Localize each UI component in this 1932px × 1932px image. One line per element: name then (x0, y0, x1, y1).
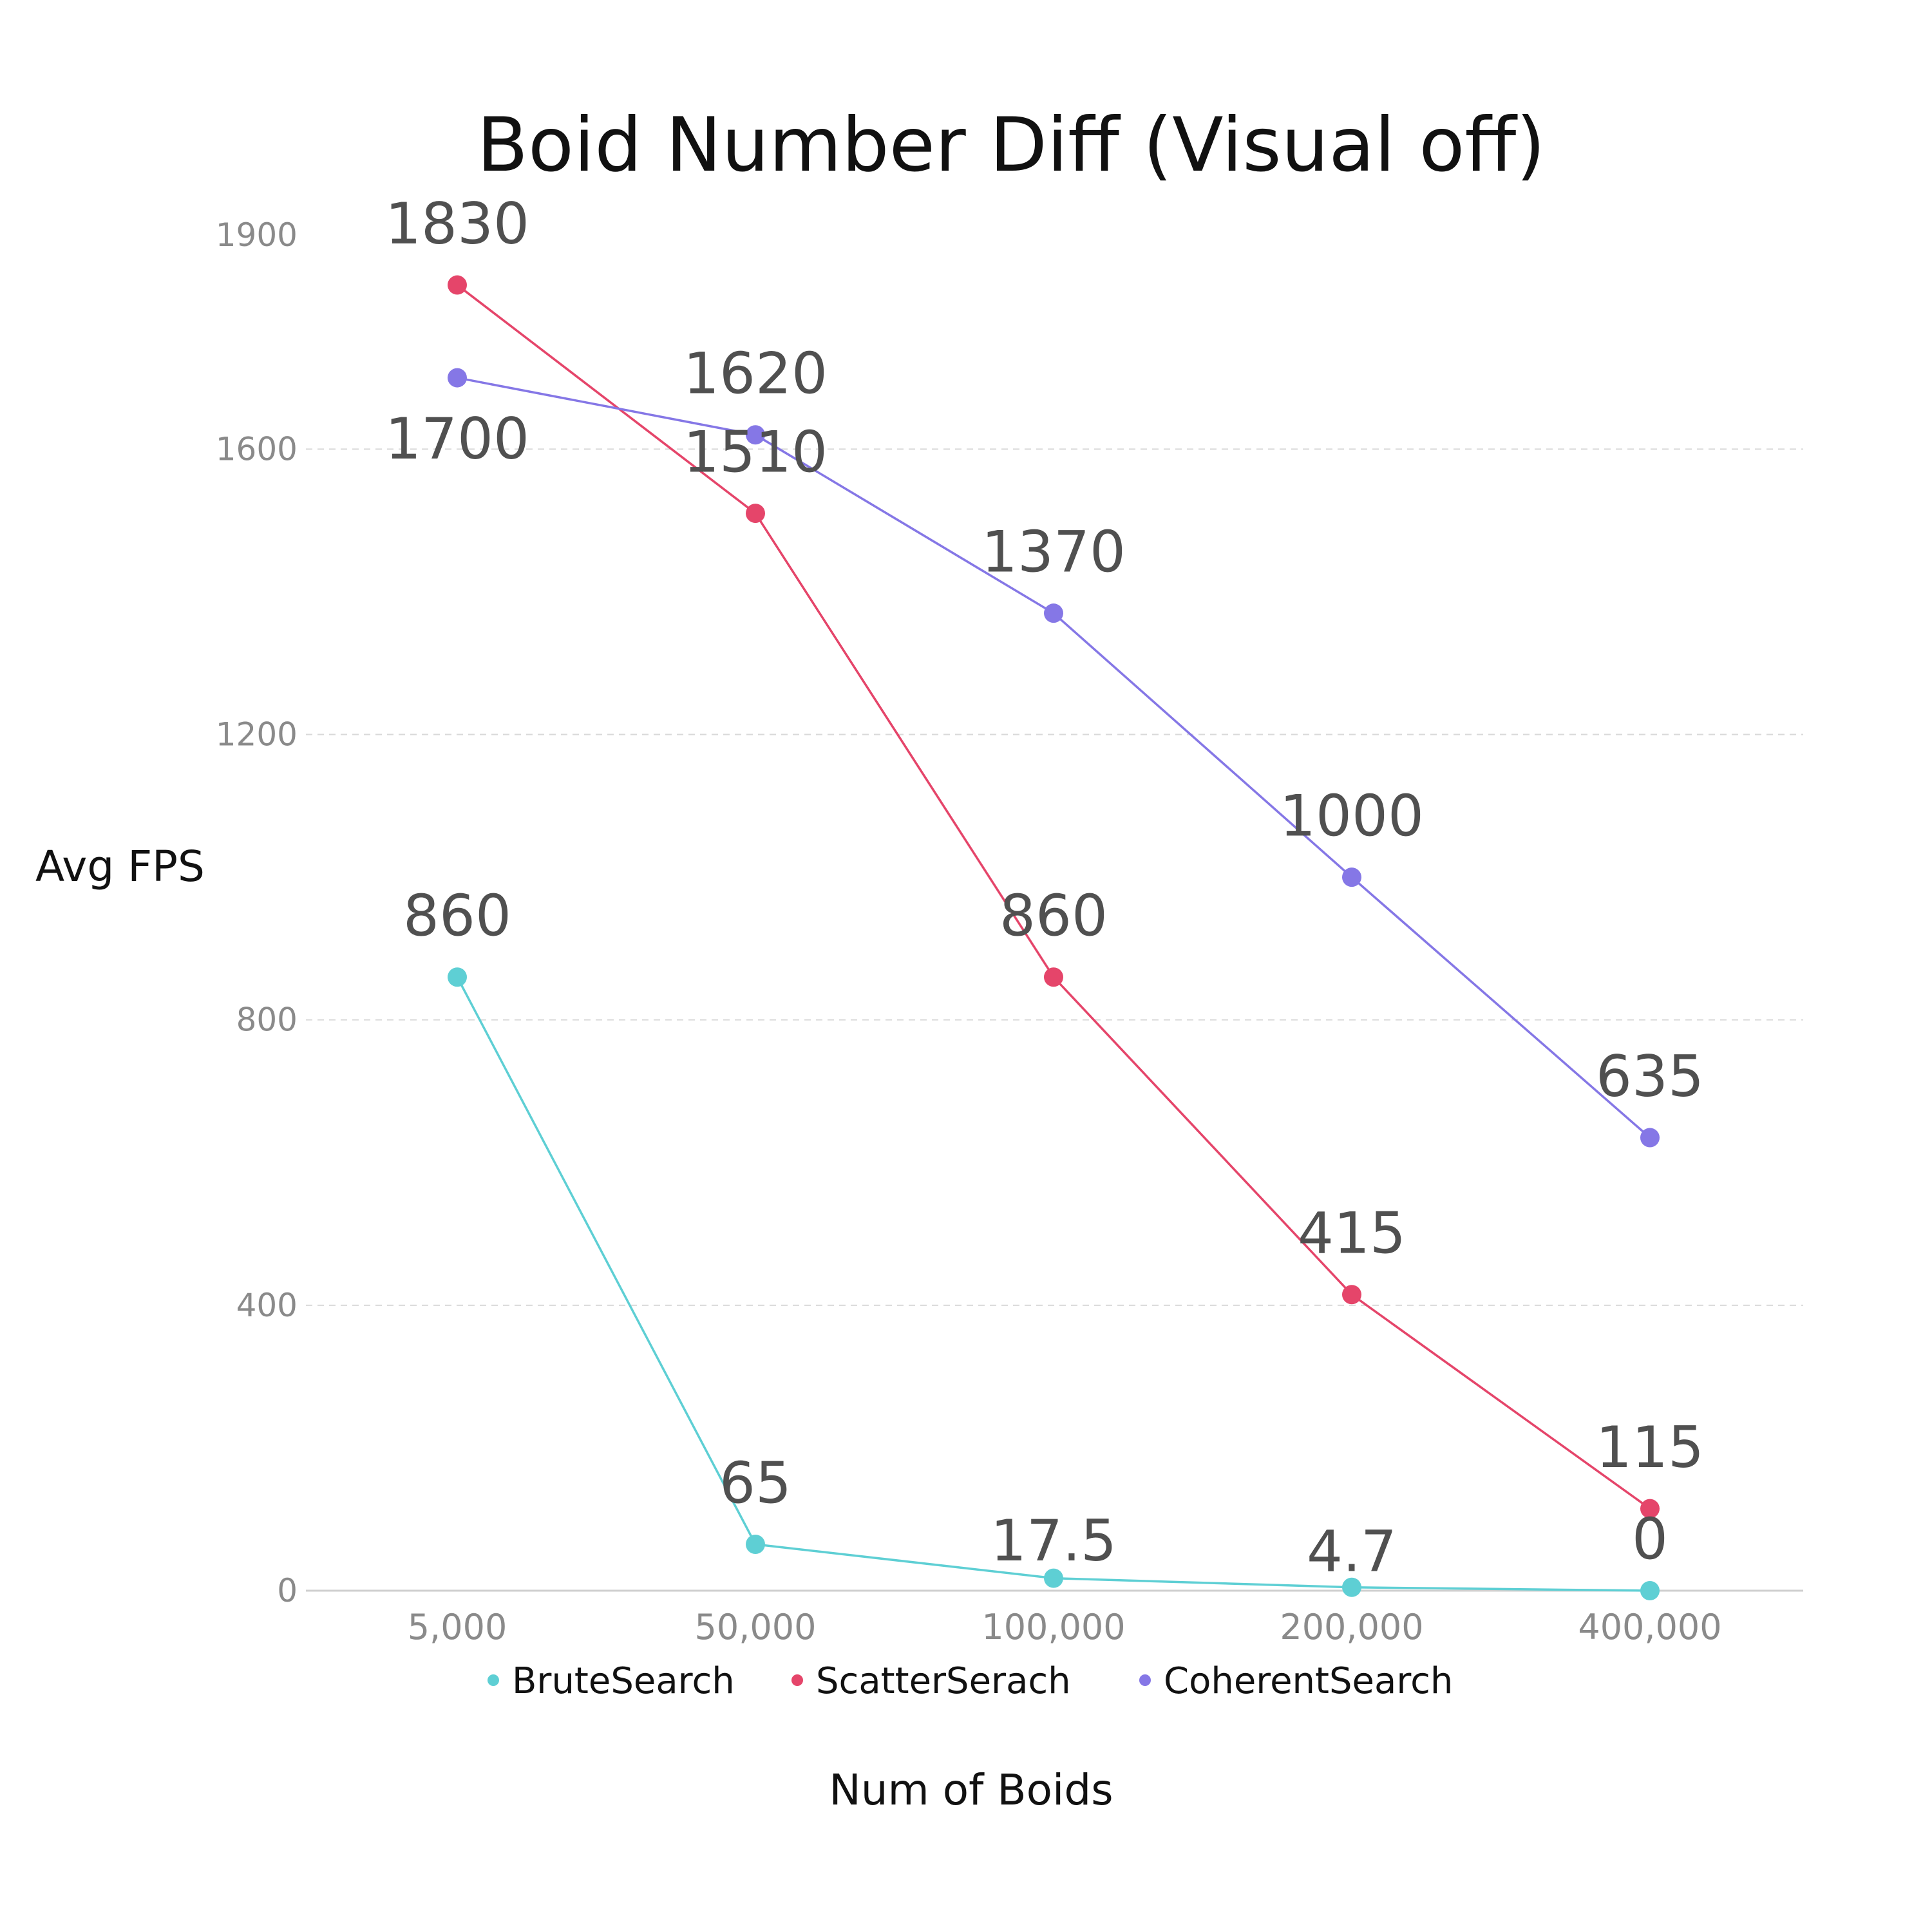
data-label: 1370 (981, 519, 1126, 585)
data-label: 1510 (683, 419, 828, 486)
data-point-ScatterSerach (1044, 967, 1063, 987)
data-label: 4.7 (1307, 1518, 1397, 1584)
x-tick-label: 200,000 (1280, 1607, 1423, 1647)
x-tick-label: 5,000 (408, 1607, 507, 1647)
data-point-ScatterSerach (1342, 1285, 1361, 1305)
data-label: 1000 (1280, 783, 1424, 849)
data-labels: 860 65 17.5 4.7 0 1830 1510 860 415 115 1700 1620 13… (385, 191, 1704, 1584)
data-point-CoherentSearch (746, 425, 765, 445)
chart-title: Boid Number Diff (Visual off) (477, 102, 1545, 189)
data-label: 635 (1596, 1043, 1704, 1110)
data-label: 0 (1632, 1506, 1668, 1573)
y-tick-label: 1600 (216, 430, 298, 468)
y-tick-label: 0 (277, 1572, 298, 1609)
data-point-CoherentSearch (448, 368, 467, 388)
data-label: 1830 (385, 191, 529, 257)
data-label: 65 (719, 1450, 791, 1516)
legend-marker-BruteSearch (488, 1674, 499, 1686)
data-point-BruteSearch (746, 1534, 765, 1554)
y-tick-label: 800 (236, 1001, 298, 1039)
legend-label: BruteSearch (512, 1660, 735, 1702)
x-tick-label: 400,000 (1578, 1607, 1721, 1647)
x-tick-label: 50,000 (695, 1607, 817, 1647)
y-tick-label: 1900 (216, 216, 298, 254)
y-tick-label: 1200 (216, 716, 298, 753)
data-point-BruteSearch (1640, 1581, 1660, 1600)
data-label: 17.5 (990, 1508, 1117, 1574)
y-axis-title: Avg FPS (35, 842, 205, 891)
data-label: 115 (1596, 1414, 1704, 1481)
data-point-BruteSearch (1342, 1577, 1361, 1597)
legend-label: ScatterSerach (816, 1660, 1071, 1702)
data-point-BruteSearch (448, 967, 467, 987)
x-tick-label: 100,000 (981, 1607, 1125, 1647)
data-point-CoherentSearch (1640, 1128, 1660, 1148)
data-point-ScatterSerach (448, 275, 467, 295)
data-label: 860 (403, 883, 511, 949)
x-axis-title: Num of Boids (829, 1765, 1113, 1815)
data-point-ScatterSerach (746, 504, 765, 524)
series-group (448, 275, 1660, 1600)
data-label: 1700 (385, 406, 529, 472)
data-label: 860 (999, 883, 1108, 949)
data-point-CoherentSearch (1342, 867, 1361, 887)
y-tick-label: 400 (236, 1287, 298, 1324)
legend-marker-ScatterSerach (791, 1674, 803, 1686)
x-axis-ticks: 5,000 50,000 100,000 200,000 400,000 (408, 1607, 1722, 1647)
data-label: 1620 (683, 341, 828, 407)
data-point-BruteSearch (1044, 1568, 1063, 1588)
series-line-BruteSearch (456, 976, 1651, 1592)
legend-marker-CoherentSearch (1139, 1674, 1151, 1686)
series-line-CoherentSearch (457, 376, 1651, 1139)
legend-label: CoherentSearch (1164, 1660, 1453, 1702)
data-point-CoherentSearch (1044, 603, 1063, 623)
data-point-ScatterSerach (1640, 1499, 1660, 1519)
data-label: 415 (1298, 1200, 1406, 1267)
legend: BruteSearch ScatterSerach CoherentSearch (488, 1660, 1453, 1702)
y-axis-ticks: 0 400 800 1200 1600 1900 (216, 216, 298, 1609)
